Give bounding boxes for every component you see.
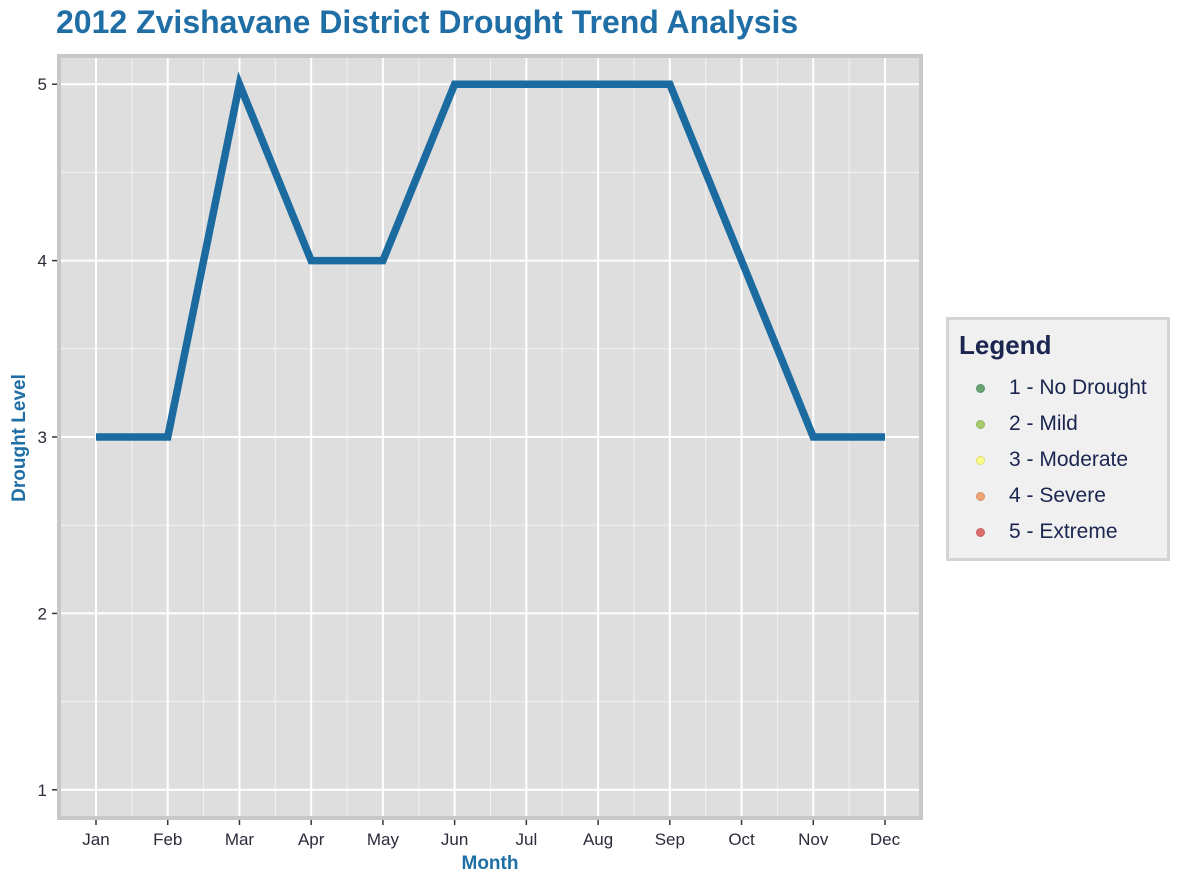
x-tick-label-jul: Jul <box>515 830 537 849</box>
legend-label: 4 - Severe <box>1009 484 1106 507</box>
x-axis-title: Month <box>462 853 519 874</box>
legend-item: 3 - Moderate <box>949 442 1167 478</box>
legend-label: 5 - Extreme <box>1009 520 1118 543</box>
x-tick-label-sep: Sep <box>655 830 685 849</box>
x-tick-label-may: May <box>367 830 400 849</box>
x-tick-label-feb: Feb <box>153 830 182 849</box>
y-tick-label-4: 4 <box>38 252 47 271</box>
legend-dot-icon <box>976 456 985 465</box>
legend-item: 4 - Severe <box>949 478 1167 514</box>
x-tick-label-oct: Oct <box>728 830 755 849</box>
x-tick-label-nov: Nov <box>798 830 829 849</box>
x-tick-label-mar: Mar <box>225 830 255 849</box>
x-tick-label-jan: Jan <box>82 830 109 849</box>
x-tick-label-apr: Apr <box>298 830 325 849</box>
legend-item: 2 - Mild <box>949 406 1167 442</box>
y-tick-label-1: 1 <box>38 781 47 800</box>
legend-label: 3 - Moderate <box>1009 448 1129 471</box>
drought-level-line <box>96 71 885 441</box>
legend-dot-icon <box>976 384 985 393</box>
legend: Legend 1 - No Drought 2 - Mild 3 - Moderat… <box>946 317 1170 561</box>
legend-dot-icon <box>976 528 985 537</box>
y-tick-label-5: 5 <box>38 75 47 94</box>
legend-item: 5 - Extreme <box>949 514 1167 550</box>
chart-title: 2012 Zvishavane District Drought Trend A… <box>56 4 799 40</box>
legend-dot-icon <box>976 420 985 429</box>
legend-dot-icon <box>976 492 985 501</box>
y-axis-title: Drought Level <box>9 374 30 502</box>
y-tick-label-3: 3 <box>38 428 47 447</box>
y-tick-label-2: 2 <box>38 604 47 623</box>
legend-label: 1 - No Drought <box>1009 376 1147 399</box>
x-tick-label-aug: Aug <box>583 830 613 849</box>
x-tick-label-dec: Dec <box>870 830 901 849</box>
legend-label: 2 - Mild <box>1009 412 1078 435</box>
legend-title: Legend <box>959 330 1052 360</box>
legend-item: 1 - No Drought <box>949 370 1167 406</box>
x-tick-label-jun: Jun <box>441 830 468 849</box>
